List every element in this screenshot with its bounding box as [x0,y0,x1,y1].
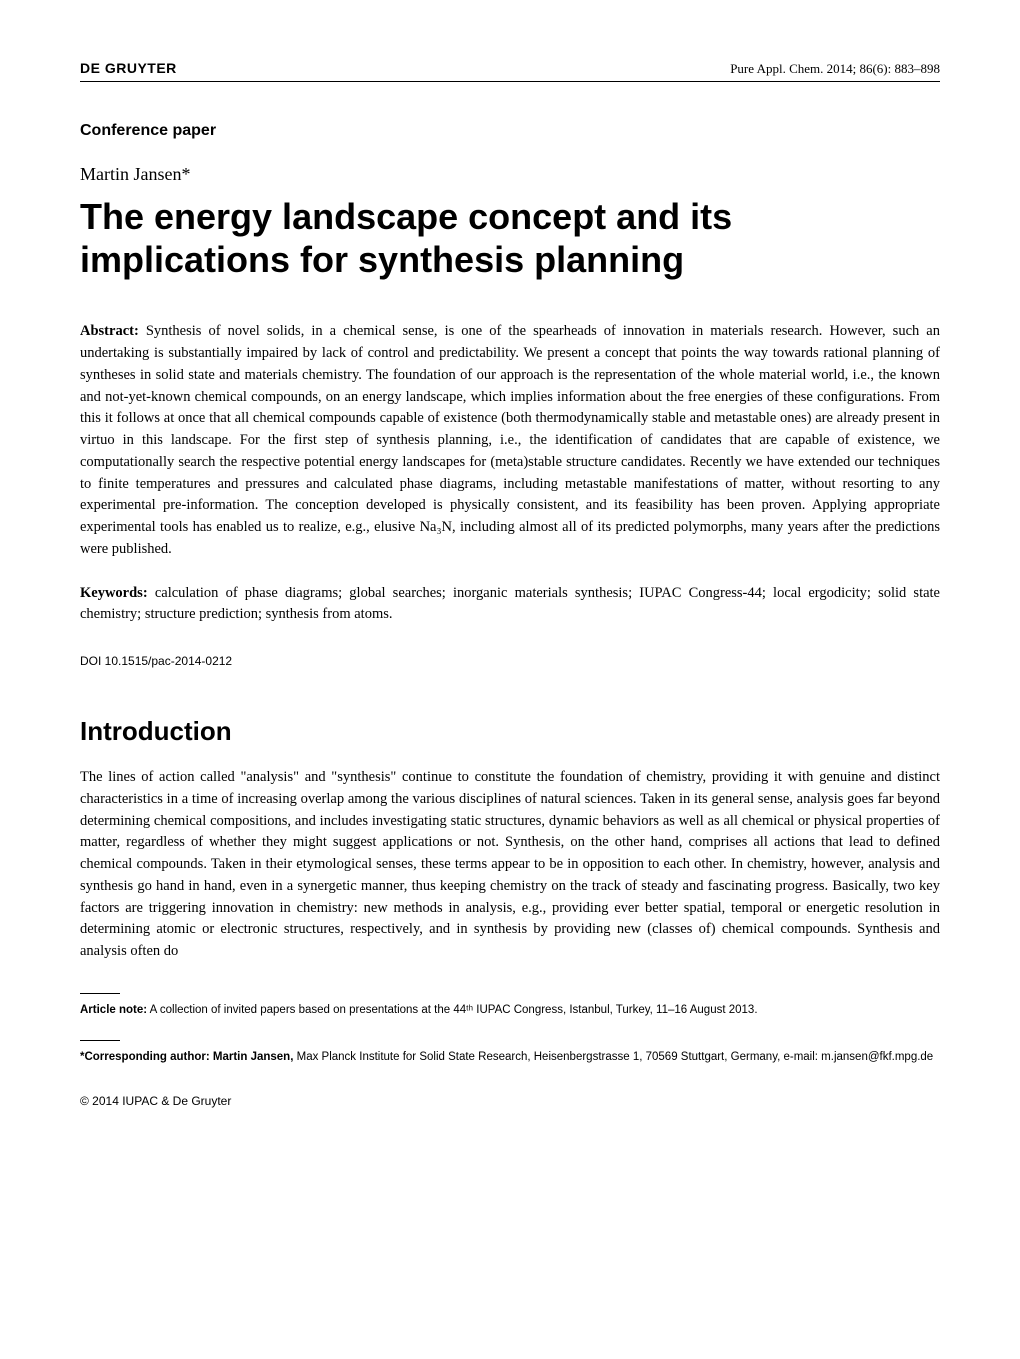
abstract-label: Abstract: [80,323,139,339]
citation-text: Pure Appl. Chem. 2014; 86(6): 883–898 [730,61,940,77]
paper-title: The energy landscape concept and its imp… [80,195,940,281]
header-row: DE GRUYTER Pure Appl. Chem. 2014; 86(6):… [80,60,940,82]
keywords-label: Keywords: [80,585,148,601]
corresponding-author: *Corresponding author: Martin Jansen, Ma… [80,1049,940,1066]
corresponding-label: *Corresponding author: Martin Jansen, [80,1051,293,1063]
footnote-divider [80,993,120,994]
introduction-body: The lines of action called "analysis" an… [80,767,940,963]
corresponding-text: Max Planck Institute for Solid State Res… [293,1051,933,1063]
author-name: Martin Jansen* [80,164,940,185]
article-note: Article note: A collection of invited pa… [80,1002,940,1018]
keywords-paragraph: Keywords: calculation of phase diagrams;… [80,583,940,627]
article-note-label: Article note: [80,1004,147,1016]
article-note-text: A collection of invited papers based on … [147,1004,757,1016]
doi-text: DOI 10.1515/pac-2014-0212 [80,654,940,668]
introduction-heading: Introduction [80,716,940,747]
abstract-text: Synthesis of novel solids, in a chemical… [80,323,940,557]
copyright-text: © 2014 IUPAC & De Gruyter [80,1094,940,1108]
abstract-paragraph: Abstract: Synthesis of novel solids, in … [80,321,940,560]
corresponding-divider [80,1040,120,1041]
keywords-text: calculation of phase diagrams; global se… [80,585,940,623]
paper-type-label: Conference paper [80,122,940,140]
publisher-name: DE GRUYTER [80,60,177,76]
